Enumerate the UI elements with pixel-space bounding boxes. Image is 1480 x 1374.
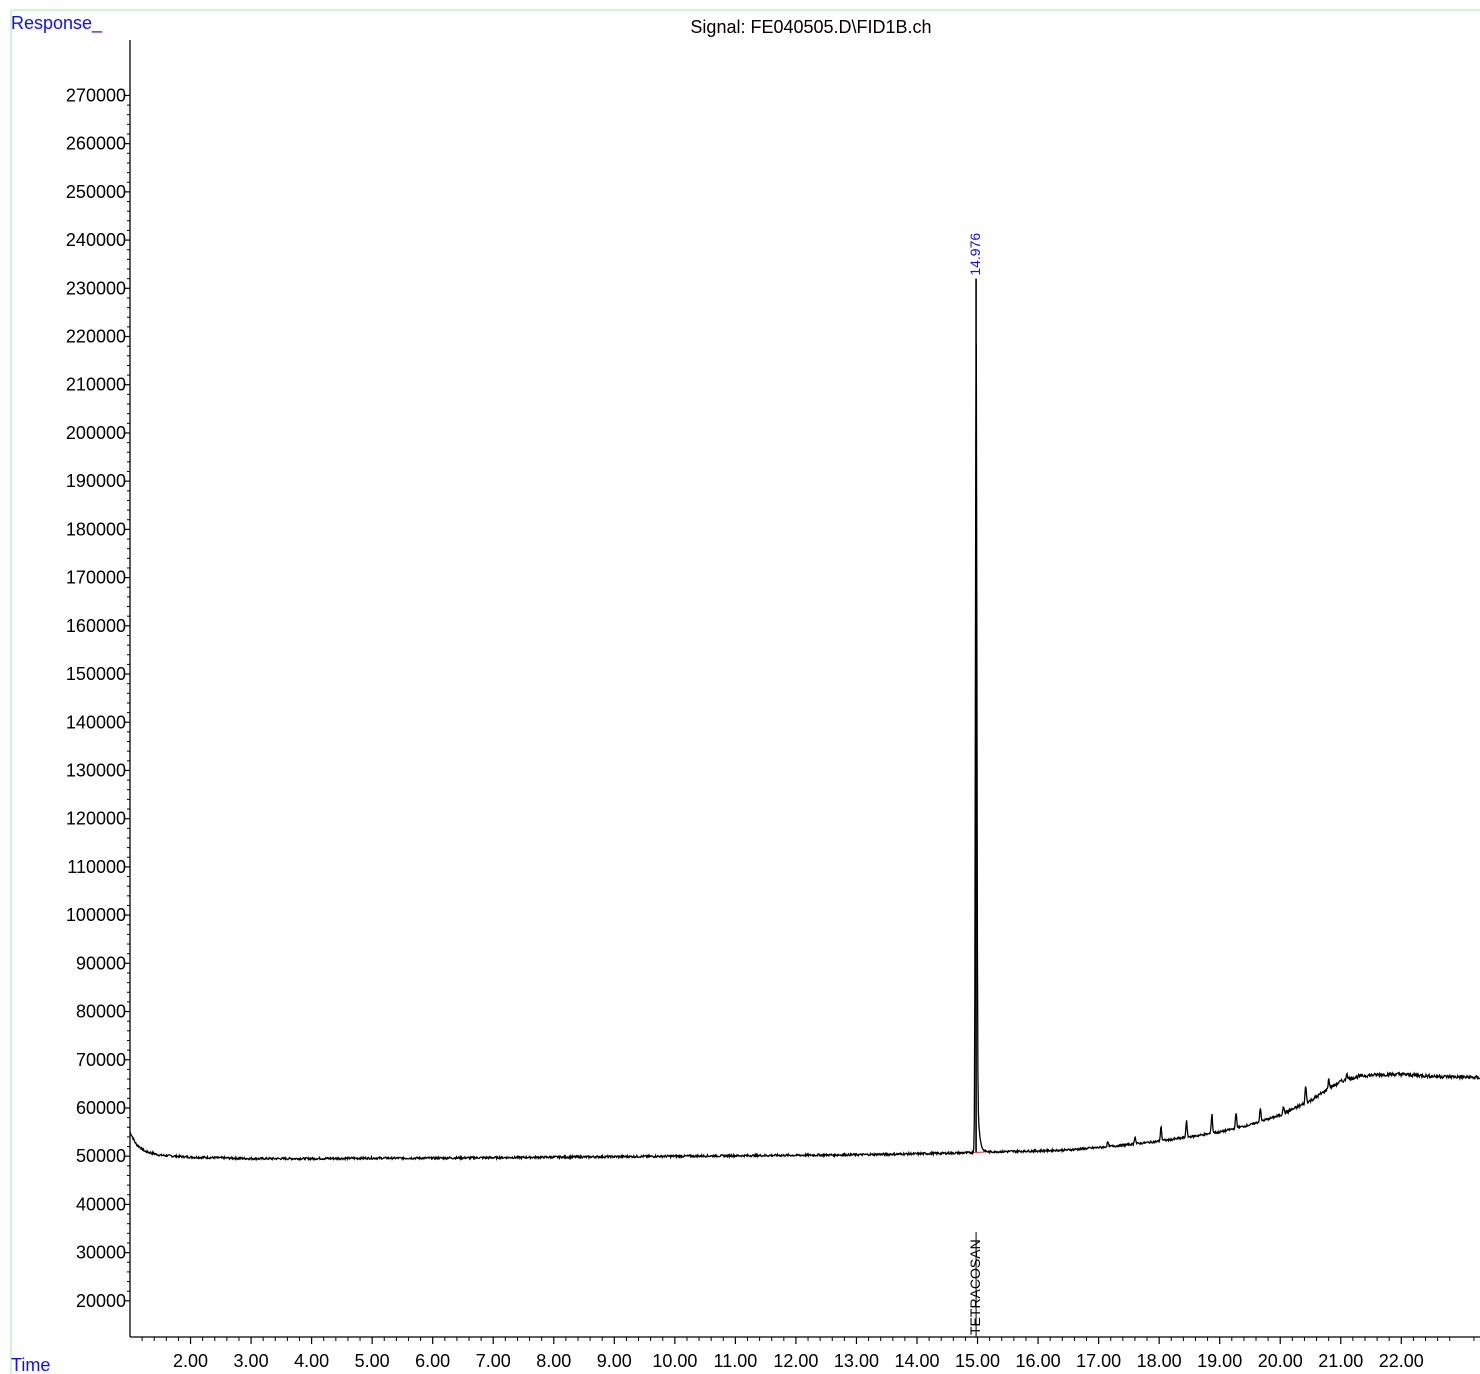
signal-trace — [129, 344, 1480, 1162]
y-tick-label: 220000 — [66, 327, 126, 347]
y-tick-label: 270000 — [66, 85, 126, 105]
y-tick-label: 100000 — [66, 905, 126, 925]
y-tick-label: 150000 — [66, 664, 126, 684]
y-tick-label: 230000 — [66, 278, 126, 298]
y-tick-label: 20000 — [76, 1291, 126, 1311]
y-tick-label: 260000 — [66, 134, 126, 154]
y-tick-label: 40000 — [76, 1194, 126, 1214]
y-axis-label: Response_ — [11, 13, 103, 34]
x-axis-label: Time — [11, 1355, 50, 1374]
y-tick-label: 120000 — [66, 809, 126, 829]
y-tick-label: 190000 — [66, 471, 126, 491]
y-tick-label: 240000 — [66, 230, 126, 250]
x-tick-label: 16.00 — [1016, 1351, 1061, 1371]
compound-label: TETRACOSAN — [967, 1239, 983, 1335]
y-tick-label: 160000 — [66, 616, 126, 636]
x-tick-label: 13.00 — [834, 1351, 879, 1371]
y-tick-label: 60000 — [76, 1098, 126, 1118]
x-tick-label: 12.00 — [773, 1351, 818, 1371]
x-tick-label: 7.00 — [476, 1351, 511, 1371]
x-tick-label: 9.00 — [597, 1351, 632, 1371]
x-tick-label: 21.00 — [1318, 1351, 1363, 1371]
peak-rt-label: 14.976 — [967, 233, 983, 276]
x-tick-label: 3.00 — [234, 1351, 269, 1371]
y-tick-label: 110000 — [67, 857, 126, 877]
y-tick-label: 200000 — [66, 423, 126, 443]
y-tick-label: 140000 — [66, 712, 126, 732]
chart-title: Signal: FE040505.D\FID1B.ch — [690, 17, 931, 37]
annotations: 14.976 TETRACOSAN — [967, 233, 983, 1337]
x-tick-label: 18.00 — [1137, 1351, 1182, 1371]
y-ticks: 20000 30000 40000 50000 60000 70000 80000 90000… — [66, 85, 130, 1311]
y-tick-label: 30000 — [76, 1243, 126, 1263]
x-tick-label: 2.00 — [173, 1351, 208, 1371]
x-tick-label: 6.00 — [415, 1351, 450, 1371]
x-tick-label: 19.00 — [1197, 1351, 1242, 1371]
x-tick-label: 17.00 — [1076, 1351, 1121, 1371]
y-tick-label: 250000 — [66, 182, 126, 202]
x-tick-label: 20.00 — [1258, 1351, 1303, 1371]
x-tick-label: 22.00 — [1379, 1351, 1424, 1371]
y-tick-label: 180000 — [66, 519, 126, 539]
x-tick-label: 14.00 — [894, 1351, 939, 1371]
x-tick-label: 11.00 — [714, 1351, 758, 1371]
x-tick-label: 5.00 — [355, 1351, 390, 1371]
y-tick-label: 80000 — [76, 1002, 126, 1022]
y-tick-label: 130000 — [66, 760, 126, 780]
y-tick-label: 50000 — [76, 1146, 126, 1166]
plot-area — [129, 278, 1480, 1162]
x-tick-label: 15.00 — [955, 1351, 1000, 1371]
x-tick-label: 8.00 — [536, 1351, 571, 1371]
x-ticks: 2.00 3.00 4.00 5.00 6.00 7.00 8.00 9.00 10.00 11.… — [141, 1337, 1475, 1371]
y-tick-label: 90000 — [76, 953, 126, 973]
x-tick-label: 4.00 — [294, 1351, 329, 1371]
y-tick-label: 70000 — [76, 1050, 126, 1070]
x-tick-label: 10.00 — [652, 1351, 697, 1371]
y-tick-label: 170000 — [66, 568, 126, 588]
y-tick-label: 210000 — [66, 375, 126, 395]
